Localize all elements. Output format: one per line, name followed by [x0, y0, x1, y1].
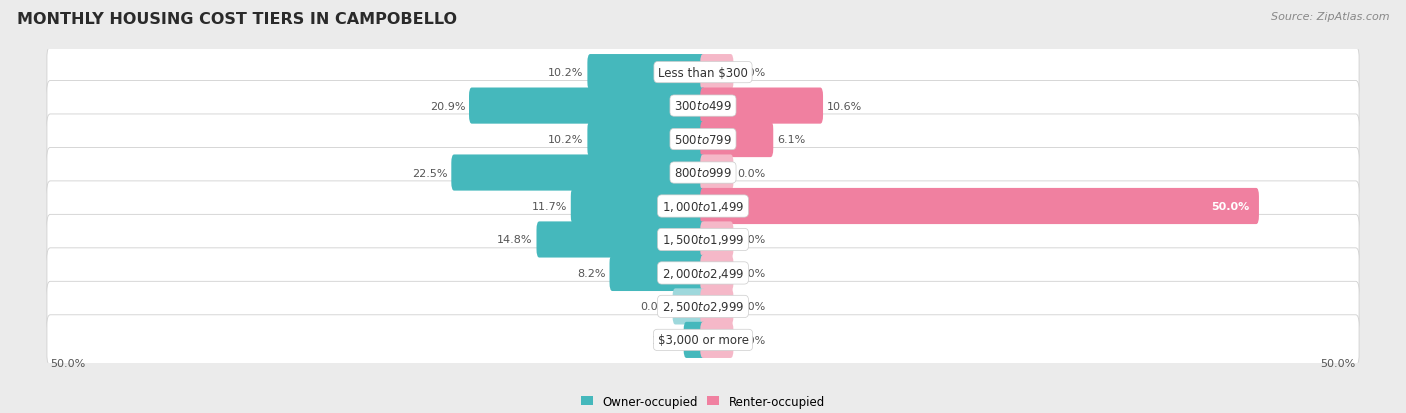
- FancyBboxPatch shape: [46, 215, 1360, 265]
- Text: 0.0%: 0.0%: [737, 335, 765, 345]
- FancyBboxPatch shape: [537, 222, 706, 258]
- Text: 6.1%: 6.1%: [778, 135, 806, 145]
- Text: Less than $300: Less than $300: [658, 66, 748, 79]
- Text: $1,000 to $1,499: $1,000 to $1,499: [662, 199, 744, 214]
- Text: 10.2%: 10.2%: [548, 135, 583, 145]
- FancyBboxPatch shape: [610, 255, 706, 291]
- Text: $2,500 to $2,999: $2,500 to $2,999: [662, 300, 744, 313]
- Text: MONTHLY HOUSING COST TIERS IN CAMPOBELLO: MONTHLY HOUSING COST TIERS IN CAMPOBELLO: [17, 12, 457, 27]
- Text: 10.2%: 10.2%: [548, 68, 583, 78]
- FancyBboxPatch shape: [46, 48, 1360, 98]
- FancyBboxPatch shape: [672, 289, 706, 325]
- Text: 0.0%: 0.0%: [641, 301, 669, 312]
- FancyBboxPatch shape: [700, 88, 823, 124]
- Legend: Owner-occupied, Renter-occupied: Owner-occupied, Renter-occupied: [581, 395, 825, 408]
- Text: $300 to $499: $300 to $499: [673, 100, 733, 113]
- FancyBboxPatch shape: [700, 289, 734, 325]
- FancyBboxPatch shape: [451, 155, 706, 191]
- FancyBboxPatch shape: [683, 322, 706, 358]
- Text: $800 to $999: $800 to $999: [673, 166, 733, 180]
- Text: $1,500 to $1,999: $1,500 to $1,999: [662, 233, 744, 247]
- FancyBboxPatch shape: [46, 148, 1360, 198]
- FancyBboxPatch shape: [700, 255, 734, 291]
- FancyBboxPatch shape: [700, 188, 1258, 225]
- Text: $500 to $799: $500 to $799: [673, 133, 733, 146]
- Text: 0.0%: 0.0%: [737, 268, 765, 278]
- FancyBboxPatch shape: [700, 55, 734, 91]
- FancyBboxPatch shape: [470, 88, 706, 124]
- FancyBboxPatch shape: [700, 322, 734, 358]
- FancyBboxPatch shape: [46, 248, 1360, 298]
- Text: 20.9%: 20.9%: [430, 101, 465, 112]
- FancyBboxPatch shape: [588, 122, 706, 158]
- Text: 1.5%: 1.5%: [651, 335, 679, 345]
- FancyBboxPatch shape: [46, 81, 1360, 131]
- Text: 0.0%: 0.0%: [737, 301, 765, 312]
- Text: 22.5%: 22.5%: [412, 168, 447, 178]
- Text: 0.0%: 0.0%: [737, 168, 765, 178]
- FancyBboxPatch shape: [588, 55, 706, 91]
- FancyBboxPatch shape: [46, 315, 1360, 365]
- Text: $2,000 to $2,499: $2,000 to $2,499: [662, 266, 744, 280]
- Text: 10.6%: 10.6%: [827, 101, 862, 112]
- FancyBboxPatch shape: [700, 122, 773, 158]
- Text: Source: ZipAtlas.com: Source: ZipAtlas.com: [1271, 12, 1389, 22]
- Text: 8.2%: 8.2%: [576, 268, 606, 278]
- FancyBboxPatch shape: [571, 188, 706, 225]
- FancyBboxPatch shape: [46, 115, 1360, 165]
- FancyBboxPatch shape: [700, 155, 734, 191]
- Text: 0.0%: 0.0%: [737, 68, 765, 78]
- Text: 14.8%: 14.8%: [498, 235, 533, 245]
- Text: 0.0%: 0.0%: [737, 235, 765, 245]
- Text: $3,000 or more: $3,000 or more: [658, 334, 748, 347]
- Text: 50.0%: 50.0%: [1212, 202, 1250, 211]
- FancyBboxPatch shape: [46, 282, 1360, 332]
- Text: 50.0%: 50.0%: [51, 358, 86, 368]
- Text: 50.0%: 50.0%: [1320, 358, 1355, 368]
- FancyBboxPatch shape: [46, 181, 1360, 232]
- Text: 11.7%: 11.7%: [531, 202, 567, 211]
- FancyBboxPatch shape: [700, 222, 734, 258]
